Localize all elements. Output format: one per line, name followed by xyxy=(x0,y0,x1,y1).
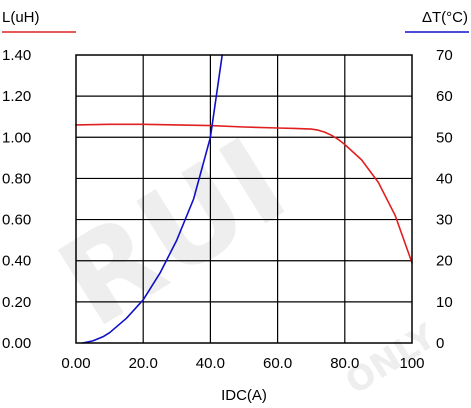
y-left-tick-label: 0.00 xyxy=(2,335,31,352)
x-tick-labels: 0.00 20.0 40.0 60.0 80.0 100 xyxy=(61,355,424,372)
y-right-tick-label: 50 xyxy=(436,129,453,146)
x-tick-label: 80.0 xyxy=(330,355,359,372)
y-left-tick-label: 1.00 xyxy=(2,129,31,146)
series-line-inductance xyxy=(75,123,413,264)
grid xyxy=(76,55,412,343)
y-right-tick-label: 30 xyxy=(436,212,453,229)
y-left-tick-labels: 0.00 0.20 0.40 0.60 0.80 1.00 1.20 1.40 xyxy=(2,47,31,352)
x-tick-label: 20.0 xyxy=(129,355,158,372)
y-left-tick-label: 0.40 xyxy=(2,253,31,270)
watermark-text: RUI xyxy=(37,112,310,354)
y-left-axis-label: L(uH) xyxy=(2,9,40,26)
y-left-tick-label: 0.60 xyxy=(2,212,31,229)
watermark: RUI ONLY xyxy=(37,112,444,402)
y-right-tick-label: 0 xyxy=(436,335,444,352)
y-left-tick-label: 1.40 xyxy=(2,47,31,64)
x-tick-label: 40.0 xyxy=(196,355,225,372)
y-right-tick-labels: 0 10 20 30 40 50 60 70 xyxy=(436,47,453,352)
series-line-temperature xyxy=(81,54,223,344)
y-right-tick-label: 20 xyxy=(436,253,453,270)
y-left-tick-label: 0.80 xyxy=(2,170,31,187)
y-left-tick-label: 0.20 xyxy=(2,294,31,311)
x-tick-label: 100 xyxy=(399,355,424,372)
x-tick-label: 0.00 xyxy=(61,355,90,372)
y-right-tick-label: 10 xyxy=(436,294,453,311)
y-left-tick-label: 1.20 xyxy=(2,88,31,105)
series-layer xyxy=(75,54,413,344)
y-right-tick-label: 60 xyxy=(436,88,453,105)
x-axis-label: IDC(A) xyxy=(221,387,267,404)
x-tick-label: 60.0 xyxy=(263,355,292,372)
y-right-tick-label: 40 xyxy=(436,170,453,187)
y-right-tick-label: 70 xyxy=(436,47,453,64)
plot-frame xyxy=(75,54,413,344)
y-right-axis-label: ΔT(°C) xyxy=(422,9,468,26)
